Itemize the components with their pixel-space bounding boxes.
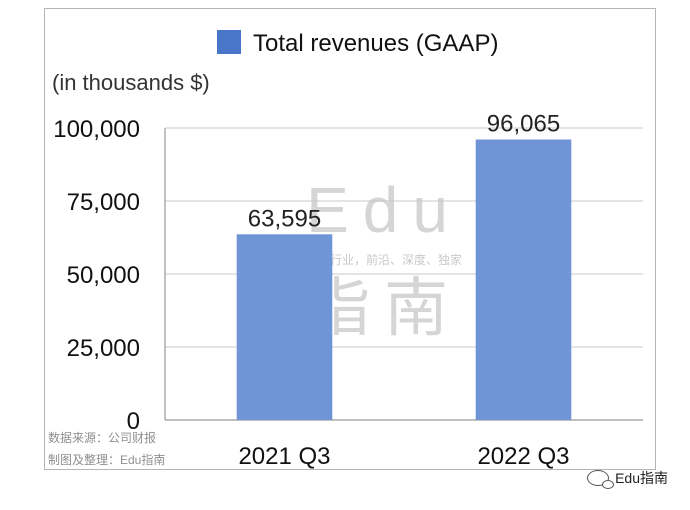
brand-label: Edu指南: [615, 470, 668, 486]
x-tick-label: 2022 Q3: [477, 443, 569, 470]
unit-label: (in thousands $): [52, 70, 210, 95]
wechat-icon: [587, 470, 615, 489]
legend-label: Total revenues (GAAP): [253, 30, 498, 57]
x-axis-ticks: 2021 Q3 2022 Q3: [238, 443, 569, 470]
legend: Total revenues (GAAP): [217, 30, 498, 57]
brand: Edu指南: [587, 468, 668, 489]
credit-line: 制图及整理：Edu指南: [48, 453, 166, 467]
y-tick-label: 0: [127, 408, 140, 435]
watermark-tagline: 教育行业，前沿、深度、独家: [306, 252, 462, 267]
data-label: 96,065: [487, 110, 560, 137]
y-tick-label: 50,000: [67, 262, 140, 289]
x-tick-label: 2021 Q3: [238, 443, 330, 470]
bar: [475, 139, 572, 420]
y-tick-label: 75,000: [67, 189, 140, 216]
y-axis-ticks: 0 25,000 50,000 75,000 100,000: [53, 116, 140, 435]
y-tick-label: 25,000: [67, 335, 140, 362]
watermark-latin: Edu: [306, 174, 462, 246]
legend-swatch: [217, 30, 241, 54]
y-tick-label: 100,000: [53, 116, 140, 143]
bar: [236, 234, 333, 420]
data-label: 63,595: [248, 205, 321, 232]
source-line: 数据来源：公司财报: [48, 431, 157, 445]
data-labels: 63,595 96,065: [248, 110, 560, 232]
bars: [236, 139, 572, 420]
